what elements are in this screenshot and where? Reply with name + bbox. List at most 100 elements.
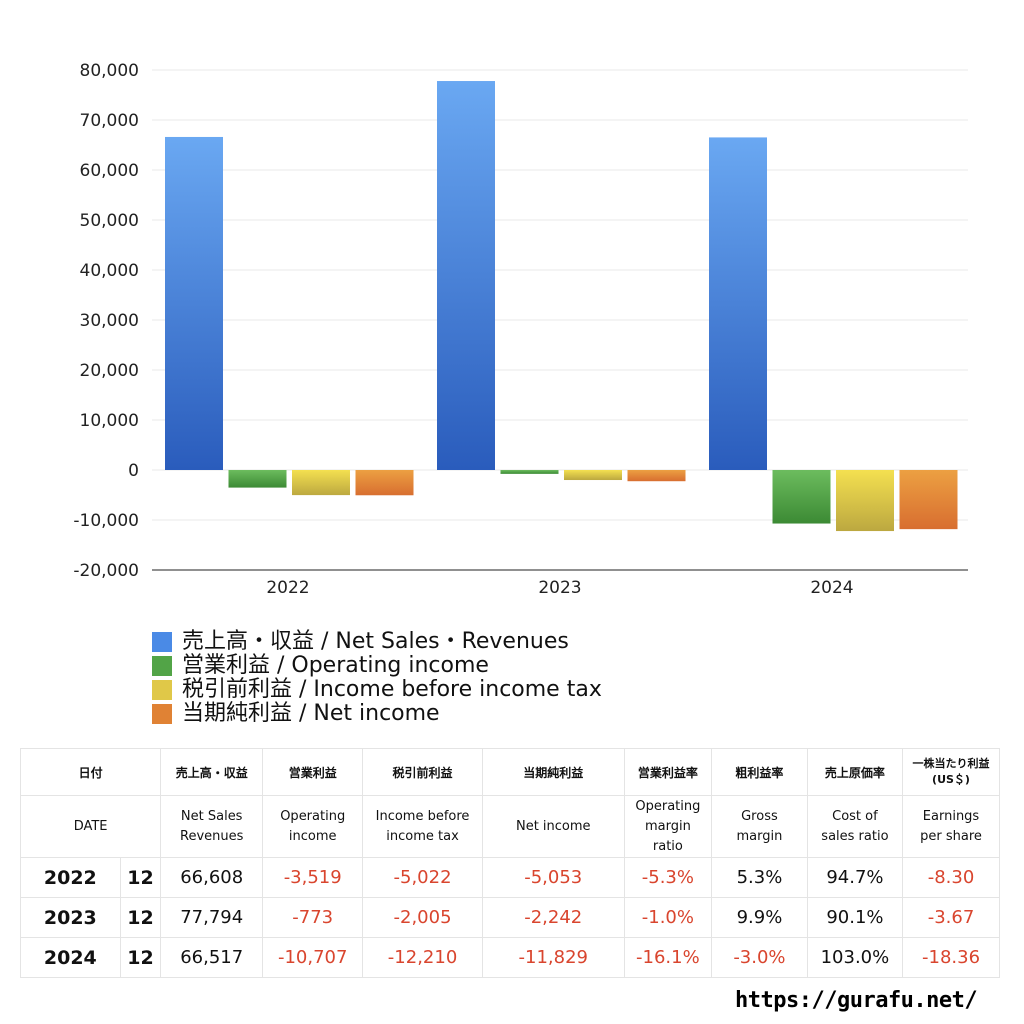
- financial-table: 日付 売上高・収益 営業利益 税引前利益 当期純利益 営業利益率 粗利益率 売上…: [19, 748, 1000, 978]
- legend-swatch: [152, 632, 172, 652]
- table-cell: 94.7%: [806, 857, 904, 898]
- table-cell: 77,794: [160, 897, 264, 938]
- bar: [564, 470, 622, 481]
- y-tick-label: 40,000: [80, 261, 139, 281]
- header-pretax-jp: 税引前利益: [362, 748, 483, 796]
- table-cell: -3.67: [902, 897, 1000, 938]
- bar: [627, 470, 686, 482]
- table-cell: 103.0%: [806, 937, 904, 978]
- bar: [709, 137, 767, 471]
- table-cell: 66,608: [160, 857, 264, 898]
- legend-label: 営業利益 / Operating income: [182, 653, 489, 678]
- bar: [836, 470, 894, 532]
- header-op-en: Operating income: [262, 795, 364, 858]
- header-eps-en: Earnings per share: [902, 795, 1000, 858]
- header-sales-en: Net Sales Revenues: [160, 795, 264, 858]
- header-op-jp: 営業利益: [262, 748, 364, 796]
- header-pretax-en: Income before income tax: [362, 795, 483, 858]
- t: Operating: [280, 808, 346, 824]
- table-cell: 66,517: [160, 937, 264, 978]
- table-cell: -8.30: [902, 857, 1000, 898]
- bar: [165, 136, 223, 470]
- bar: [437, 81, 495, 470]
- legend-item: 売上高・収益 / Net Sales・Revenues: [152, 630, 602, 654]
- table-cell: 12: [119, 937, 162, 978]
- t: Earnings: [922, 808, 980, 824]
- table-cell: 5.3%: [711, 857, 808, 898]
- t: ratio: [652, 838, 683, 854]
- t: sales ratio: [821, 828, 889, 844]
- t: margin: [736, 828, 783, 844]
- legend-swatch: [152, 704, 172, 724]
- table-cell: -10,707: [262, 937, 364, 978]
- table-cell: -773: [262, 897, 364, 938]
- table-cell: -11,829: [481, 937, 625, 978]
- header-net-en: Net income: [481, 795, 625, 858]
- y-tick-label: 60,000: [80, 161, 139, 181]
- table-cell: 2022: [20, 857, 121, 898]
- legend-swatch: [152, 656, 172, 676]
- table-cell: 2024: [20, 937, 121, 978]
- x-tick-label: 2023: [538, 578, 581, 598]
- table-row: 2022 12 66,608 -3,519 -5,022 -5,053 -5.3% 5.3% 9…: [20, 857, 1000, 898]
- header-cos-jp: 売上原価率: [806, 748, 904, 796]
- table-cell: -5,022: [362, 857, 483, 898]
- y-tick-label: 20,000: [80, 361, 139, 381]
- legend-label: 当期純利益 / Net income: [182, 701, 440, 726]
- header-eps-jp: 一株当たり利益 (US＄): [902, 748, 1000, 796]
- x-tick-label: 2024: [810, 578, 853, 598]
- table-cell: 90.1%: [806, 897, 904, 938]
- bar: [899, 470, 958, 530]
- y-tick-label: -10,000: [73, 511, 139, 531]
- header-opm-jp: 営業利益率: [623, 748, 713, 796]
- eps-unit: (US＄): [932, 773, 970, 786]
- bar: [228, 470, 287, 488]
- t: Operating: [635, 798, 701, 814]
- table-cell: -16.1%: [623, 937, 713, 978]
- table-row: 2024 12 66,517 -10,707 -12,210 -11,829 -16.1% -…: [20, 937, 1000, 978]
- y-tick-label: 70,000: [80, 111, 139, 131]
- header-gm-jp: 粗利益率: [711, 748, 808, 796]
- header-cos-en: Cost of sales ratio: [806, 795, 904, 858]
- legend-item: 当期純利益 / Net income: [152, 702, 602, 726]
- legend-label: 売上高・収益 / Net Sales・Revenues: [182, 629, 569, 654]
- t: Cost of: [832, 808, 878, 824]
- header-opm-en: Operating margin ratio: [623, 795, 713, 858]
- t: Gross: [741, 808, 778, 824]
- y-tick-label: 80,000: [80, 61, 139, 81]
- table-cell: -18.36: [902, 937, 1000, 978]
- header-net-jp: 当期純利益: [481, 748, 625, 796]
- table-cell: 12: [119, 897, 162, 938]
- bar: [772, 470, 831, 524]
- t: income tax: [386, 828, 459, 844]
- y-tick-label: 0: [128, 461, 139, 481]
- x-tick-label: 2022: [266, 578, 309, 598]
- y-tick-label: -20,000: [73, 561, 139, 581]
- table-cell: -12,210: [362, 937, 483, 978]
- y-tick-label: 50,000: [80, 211, 139, 231]
- table-cell: -3,519: [262, 857, 364, 898]
- y-tick-label: 30,000: [80, 311, 139, 331]
- table-cell: -2,005: [362, 897, 483, 938]
- table-cell: -2,242: [481, 897, 625, 938]
- t: per share: [920, 828, 982, 844]
- bar: [355, 470, 414, 496]
- legend-label: 税引前利益 / Income before income tax: [182, 677, 602, 702]
- table-cell: -3.0%: [711, 937, 808, 978]
- chart-legend: 売上高・収益 / Net Sales・Revenues 営業利益 / Operat…: [152, 630, 602, 726]
- table-cell: -1.0%: [623, 897, 713, 938]
- t: Income before: [375, 808, 470, 824]
- t: margin: [644, 818, 691, 834]
- legend-item: 営業利益 / Operating income: [152, 654, 602, 678]
- table-cell: -5.3%: [623, 857, 713, 898]
- table-cell: 12: [119, 857, 162, 898]
- table-row: 2023 12 77,794 -773 -2,005 -2,242 -1.0% 9.9% 90.…: [20, 897, 1000, 938]
- table-cell: 2023: [20, 897, 121, 938]
- header-gm-en: Gross margin: [711, 795, 808, 858]
- table-cell: -5,053: [481, 857, 625, 898]
- table-cell: 9.9%: [711, 897, 808, 938]
- eps-jp: 一株当たり利益: [912, 757, 990, 770]
- header-date-en: DATE: [19, 795, 162, 858]
- bar: [500, 470, 559, 474]
